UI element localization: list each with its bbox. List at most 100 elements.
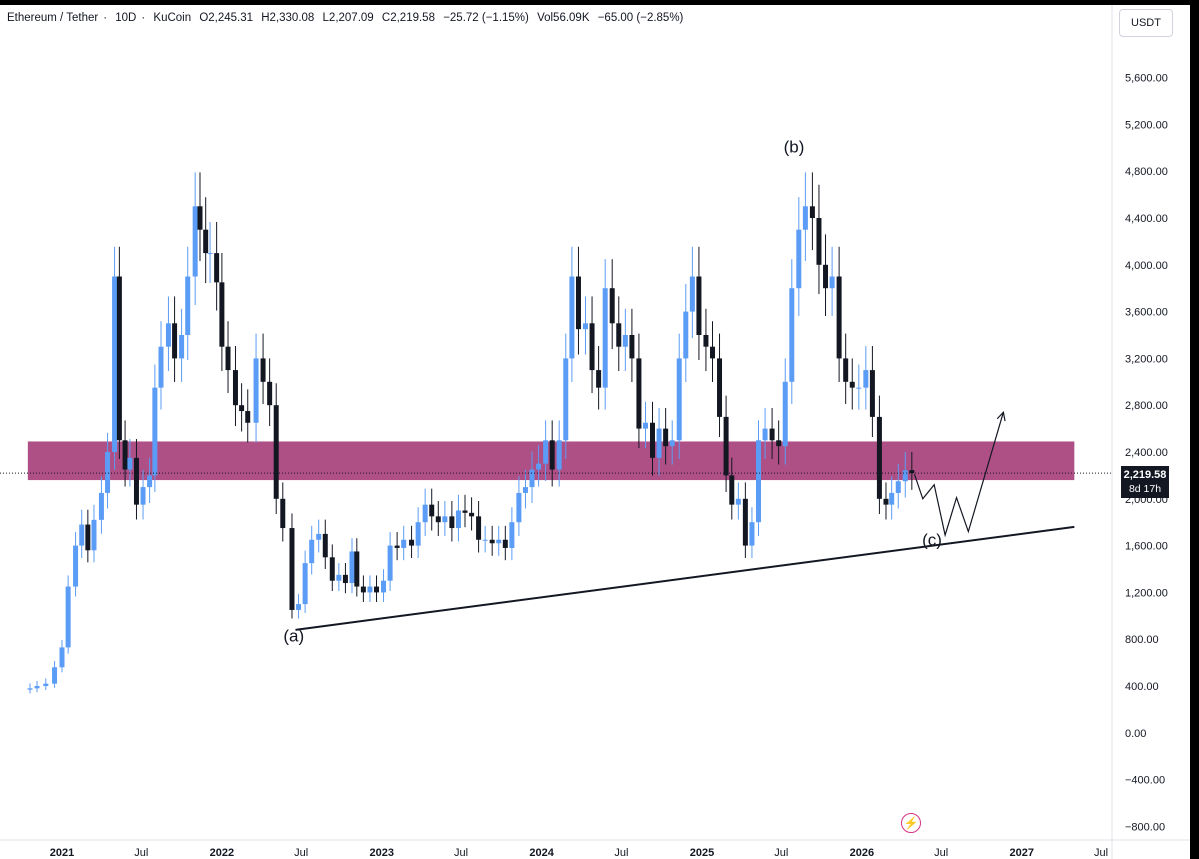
candle-up [902,470,908,482]
candle-up [112,276,118,452]
y-tick-label: 2,400.00 [1125,447,1168,459]
y-tick-label: 3,600.00 [1125,307,1168,319]
candle-up [73,545,79,587]
candle-up [735,498,741,505]
x-tick-label: Jul [294,847,308,859]
candle-down [843,358,849,382]
volume-change-value: −65.00 (−2.85%) [597,12,684,24]
candle-up [34,686,40,689]
volume-value: Vol56.09K [537,12,590,24]
candle-up [387,545,393,581]
candle-up [802,206,808,230]
candle-up [689,276,695,312]
x-tick-label: 2027 [1010,847,1034,859]
x-tick-label: 2024 [529,847,554,859]
candle-up [52,667,58,684]
candle-down [203,229,209,254]
candle-down [429,504,435,517]
header-sep-2: · [141,12,146,24]
candle-up [756,440,762,523]
candle-down [502,539,508,548]
candle-down [776,440,782,447]
x-tick-label: 2021 [50,847,74,859]
candle-down [723,416,729,476]
candle-up [192,206,198,277]
candle-down [703,335,709,347]
exchange-label: KuCoin [153,12,192,24]
candle-down [239,405,245,412]
wave-label: (a) [283,627,304,646]
symbol-name[interactable]: Ethereum / Tether [7,12,99,24]
wave-label: (c) [922,531,942,550]
candle-down [214,253,220,283]
x-tick-label: Jul [774,847,788,859]
candle-up [349,551,355,584]
header-sep-1: · [103,12,108,24]
y-tick-label: 1,600.00 [1125,541,1168,553]
last-price-value: 2,219.58 [1123,469,1167,481]
candle-down [462,510,468,513]
candle-up [442,516,448,523]
candle-up [796,229,802,289]
candle-up [543,440,549,464]
candle-down [710,346,716,359]
y-tick-label: 0.00 [1125,728,1146,740]
y-tick-label: −400.00 [1125,775,1165,787]
candle-up [863,370,869,388]
candle-up [152,387,158,476]
x-tick-label: 2023 [370,847,394,859]
candle-down [280,498,286,529]
y-tick-label: 3,200.00 [1125,353,1168,365]
candle-down [636,358,642,429]
candle-down [869,370,875,417]
candle-down [649,422,655,458]
candle-up [455,510,461,529]
candle-up [105,452,111,493]
candle-up [676,358,682,441]
candle-up [749,522,755,546]
low-value: L2,207.09 [322,12,374,24]
candle-down [476,516,482,540]
candle-down [322,533,328,558]
x-tick-label: Jul [614,847,628,859]
candle-up [789,288,795,382]
y-tick-label: 4,400.00 [1125,213,1168,225]
candle-down [267,381,273,406]
candle-down [816,218,822,265]
candle-down [197,206,203,230]
candle-down [596,370,602,388]
candle-up [165,323,171,347]
candle-up [496,539,502,544]
lightning-bolt-icon[interactable]: ⚡ [901,813,921,833]
candle-up [79,524,85,546]
candle-up [509,522,515,548]
y-tick-label: 1,200.00 [1125,587,1168,599]
candle-up [622,335,628,347]
candle-up [309,539,315,564]
y-tick-label: 4,800.00 [1125,166,1168,178]
candle-down [909,470,915,474]
candle-down [289,528,295,610]
currency-button[interactable]: USDT [1119,9,1173,37]
candle-up [302,563,308,605]
candle-down [232,370,238,406]
candle-up [296,604,302,610]
candle-up [140,487,146,505]
wave-label: (b) [784,137,805,156]
candle-up [669,440,675,447]
candle-down [616,323,622,347]
support-trendline [295,525,1075,631]
open-value: O2,245.31 [199,12,254,24]
candle-up [43,683,49,686]
candle-down [329,557,335,581]
candle-up [179,335,185,359]
x-tick-label: 2026 [850,847,874,859]
price-chart[interactable]: 5,600.00 5,200.00 4,800.00 4,400.00 4,000.00… [0,5,1190,859]
symbol-header: Ethereum / Tether · 10D · KuCoin O2,245.31… [7,12,688,24]
y-tick-label: 5,600.00 [1125,73,1168,85]
x-tick-label: Jul [134,847,148,859]
interval-label[interactable]: 10D [115,12,137,24]
change-value: −25.72 (−1.15%) [443,12,529,24]
candle-up [569,276,575,359]
candle-down [122,440,128,470]
